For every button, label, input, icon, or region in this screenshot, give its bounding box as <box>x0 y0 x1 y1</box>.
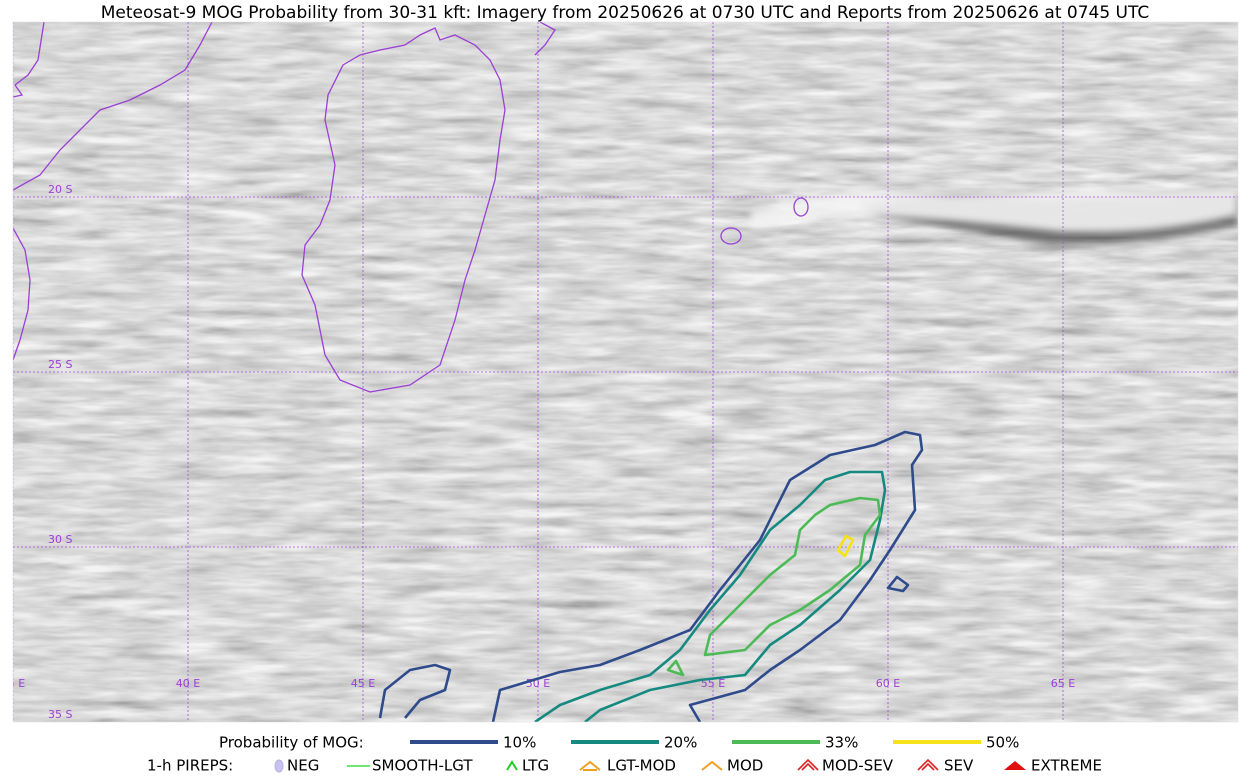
graticule: 20 S25 S30 S35 S35 E 40 E 45 E 50 E 55 E 60 E… <box>1 22 1238 722</box>
coast <box>534 22 556 56</box>
africa-coast <box>13 227 31 361</box>
icon-mod <box>701 760 723 771</box>
pirep-label: MOD <box>727 757 763 775</box>
pireps-legend: NEG SMOOTH-LGT LTG LGT-MOD MOD MOD-SEV SEV EXTR… <box>287 757 1102 775</box>
map-frame <box>12 21 1239 723</box>
icon-extreme <box>1004 761 1026 770</box>
longitude-label: 60 E <box>876 677 900 690</box>
longitude-label: 45 E <box>351 677 375 690</box>
reunion <box>720 227 742 245</box>
cloud-band <box>750 188 1238 233</box>
longitude-label: 40 E <box>176 677 200 690</box>
latitude-label: 30 S <box>48 533 72 546</box>
pirep-label: MOD-SEV <box>822 757 894 775</box>
contour-33 <box>666 659 685 677</box>
pirep-label: SEV <box>944 757 974 775</box>
legend-title: Probability of MOG: <box>219 734 364 752</box>
icon-ltg <box>506 760 518 771</box>
icon-lgt-mod <box>579 760 601 771</box>
icon-mod-sev <box>797 758 819 771</box>
icon-sev <box>917 758 939 771</box>
madagascar-coast <box>301 27 506 393</box>
probability-legend: 10% 20% 33% 50% <box>410 734 1019 752</box>
legend-label: 50% <box>986 734 1019 752</box>
pirep-label: LTG <box>522 757 549 775</box>
latitude-label: 25 S <box>48 358 72 371</box>
contour-10 <box>886 575 910 593</box>
africa-coast <box>13 22 213 191</box>
map: 20 S25 S30 S35 S35 E 40 E 45 E 50 E 55 E 60 E… <box>1 22 1238 722</box>
contour-10 <box>491 430 924 722</box>
contour-50 <box>836 534 855 558</box>
icon-neg <box>274 759 284 773</box>
longitude-label: 65 E <box>1051 677 1075 690</box>
latitude-label: 20 S <box>48 183 72 196</box>
longitude-label: 35 E <box>1 677 25 690</box>
pirep-label: EXTREME <box>1031 757 1102 775</box>
contour-10 <box>378 663 452 719</box>
contour-33 <box>703 496 882 657</box>
legend: Probability of MOG: 10% 20% 33% 50% 1-h PIR… <box>147 734 1102 775</box>
contour-20 <box>534 470 887 722</box>
pirep-label: SMOOTH-LGT <box>372 757 473 775</box>
pirep-label: NEG <box>287 757 319 775</box>
latitude-label: 35 S <box>48 708 72 721</box>
mauritius <box>793 197 809 217</box>
title: Meteosat-9 MOG Probability from 30-31 kf… <box>101 3 1150 23</box>
africa-coast <box>13 22 45 98</box>
legend-label: 33% <box>825 734 858 752</box>
legend-label: 20% <box>664 734 697 752</box>
legend-label: 10% <box>503 734 536 752</box>
pirep-label: LGT-MOD <box>607 757 676 775</box>
legend-title: 1-h PIREPS: <box>147 757 233 775</box>
